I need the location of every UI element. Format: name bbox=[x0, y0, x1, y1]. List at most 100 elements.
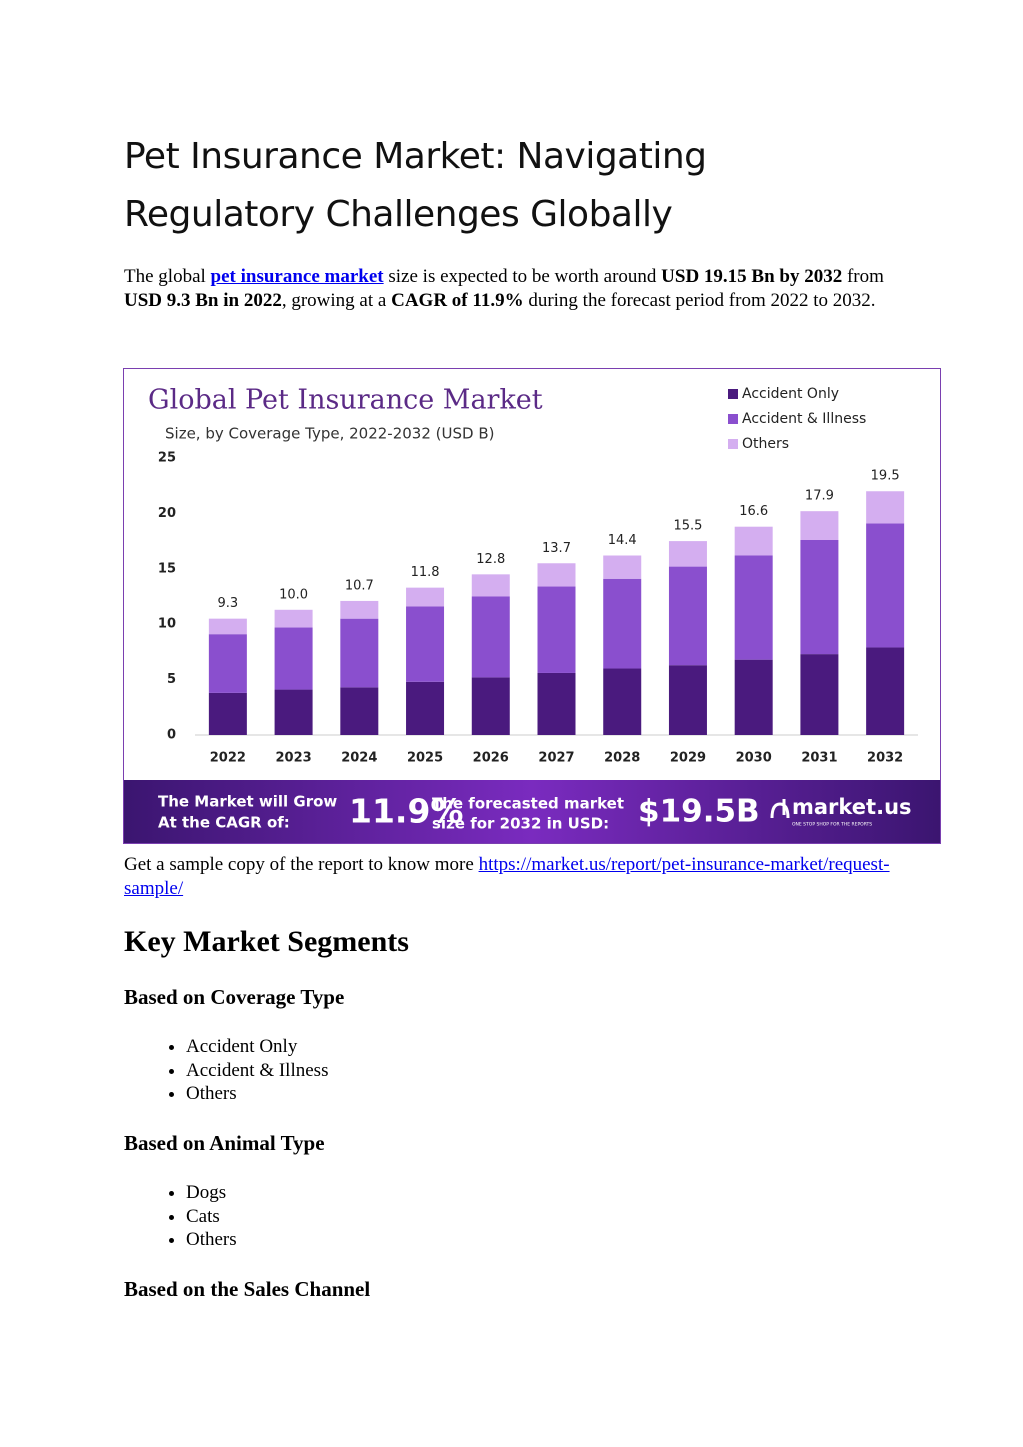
x-tick-label: 2023 bbox=[275, 751, 311, 766]
bar-segment bbox=[866, 491, 905, 524]
total-label: 10.7 bbox=[345, 578, 374, 593]
legend-swatch bbox=[728, 439, 738, 449]
logo-tagline: ONE STOP SHOP FOR THE REPORTS bbox=[792, 822, 872, 828]
bar-segment bbox=[866, 647, 905, 735]
y-tick-label: 20 bbox=[158, 506, 176, 521]
link[interactable]: pet insurance market bbox=[210, 266, 384, 287]
bar-segment bbox=[800, 539, 839, 655]
bar-segment bbox=[668, 566, 707, 666]
x-tick-label: 2029 bbox=[670, 751, 706, 766]
total-label: 14.4 bbox=[608, 533, 637, 548]
bar-segment bbox=[471, 677, 510, 735]
bar-segment bbox=[537, 586, 576, 673]
chart-subtitle: Size, by Coverage Type, 2022-2032 (USD B… bbox=[165, 425, 494, 443]
legend-label: Accident & Illness bbox=[742, 411, 866, 427]
y-tick-label: 5 bbox=[167, 672, 176, 687]
bar-segment bbox=[208, 634, 247, 693]
total-label: 10.0 bbox=[279, 587, 308, 602]
list: DogsCatsOthers bbox=[124, 1181, 237, 1252]
total-label: 9.3 bbox=[218, 596, 239, 611]
banner-text: size for 2032 in USD: bbox=[432, 815, 609, 833]
bar-segment bbox=[537, 563, 576, 587]
bar-segment bbox=[734, 526, 773, 556]
title-line: Pet Insurance Market: Navigating bbox=[124, 136, 707, 177]
bar-segment bbox=[866, 523, 905, 648]
y-tick-label: 10 bbox=[158, 617, 176, 632]
bar-segment bbox=[471, 574, 510, 597]
y-tick-label: 15 bbox=[158, 561, 176, 576]
legend-label: Others bbox=[742, 436, 789, 452]
bar-segment bbox=[406, 587, 445, 607]
x-tick-label: 2032 bbox=[867, 751, 903, 766]
legend-swatch bbox=[728, 389, 738, 399]
x-tick-label: 2026 bbox=[473, 751, 509, 766]
bar-segment bbox=[603, 578, 642, 669]
bar-segment bbox=[340, 687, 379, 735]
text: The global bbox=[124, 266, 211, 287]
bar-segment bbox=[800, 511, 839, 540]
text: from bbox=[842, 266, 884, 287]
bold: CAGR of 11.9% bbox=[391, 290, 524, 311]
total-label: 15.5 bbox=[673, 519, 702, 534]
list-item: Dogs bbox=[186, 1181, 237, 1205]
bar-segment bbox=[274, 689, 313, 735]
heading: Key Market Segments bbox=[124, 925, 409, 958]
banner-text: The forecasted market bbox=[432, 795, 624, 813]
logo-icon bbox=[770, 799, 790, 819]
x-tick-label: 2031 bbox=[801, 751, 837, 766]
text: , growing at a bbox=[281, 290, 392, 311]
x-tick-label: 2024 bbox=[341, 751, 377, 766]
text: size is expected to be worth around bbox=[383, 266, 662, 287]
legend-swatch bbox=[728, 414, 738, 424]
section-title: Based on Animal Type bbox=[124, 1131, 325, 1155]
text: Get a sample copy of the report to know … bbox=[124, 854, 479, 875]
banner-value: 11.9% bbox=[349, 792, 464, 831]
sample: Get a sample copy of the report to know … bbox=[124, 853, 894, 901]
page-title: Pet Insurance Market: Navigating Regulat… bbox=[124, 128, 707, 244]
bar-segment bbox=[340, 600, 379, 619]
total-label: 17.9 bbox=[805, 489, 834, 504]
bar-segment bbox=[274, 609, 313, 628]
section-title: Based on Coverage Type bbox=[124, 985, 345, 1009]
x-tick-label: 2025 bbox=[407, 751, 443, 766]
bar-segment bbox=[274, 627, 313, 690]
title-line: Regulatory Challenges Globally bbox=[124, 194, 673, 235]
x-tick-label: 2028 bbox=[604, 751, 640, 766]
section-title: Based on the Sales Channel bbox=[124, 1277, 371, 1301]
bar-segment bbox=[734, 555, 773, 660]
bar-segment bbox=[537, 672, 576, 735]
total-label: 11.8 bbox=[411, 565, 440, 580]
logo: market.us bbox=[792, 795, 912, 819]
text: during the forecast period from 2022 to … bbox=[523, 290, 876, 311]
bar-segment bbox=[734, 659, 773, 735]
chart: Global Pet Insurance Market Size, by Cov… bbox=[123, 368, 941, 844]
bar-segment bbox=[406, 606, 445, 682]
chart-title: Global Pet Insurance Market bbox=[148, 385, 543, 416]
y-tick-label: 25 bbox=[158, 451, 176, 466]
bar-segment bbox=[668, 541, 707, 567]
bar-segment bbox=[603, 555, 642, 579]
bold: USD 9.3 Bn in 2022 bbox=[124, 290, 282, 311]
legend-label: Accident Only bbox=[742, 386, 839, 402]
banner bbox=[124, 780, 940, 843]
total-label: 13.7 bbox=[542, 541, 571, 556]
bar-segment bbox=[208, 692, 247, 735]
total-label: 12.8 bbox=[476, 552, 505, 567]
bar-segment bbox=[800, 654, 839, 735]
bar-segment bbox=[340, 618, 379, 688]
bar-segment bbox=[208, 618, 247, 635]
link[interactable]: https://market.us/report/pet-insurance-m… bbox=[124, 854, 890, 899]
list-item: Cats bbox=[186, 1205, 237, 1229]
banner-value: $19.5B bbox=[638, 794, 760, 830]
total-label: 16.6 bbox=[739, 504, 768, 519]
intro: The global pet insurance market size is … bbox=[124, 265, 894, 313]
banner-text: The Market will Grow bbox=[158, 793, 337, 811]
x-tick-label: 2022 bbox=[210, 751, 246, 766]
x-tick-label: 2030 bbox=[736, 751, 772, 766]
bar-segment bbox=[668, 665, 707, 735]
bar-segment bbox=[406, 681, 445, 735]
banner-text: At the CAGR of: bbox=[158, 814, 290, 832]
total-label: 19.5 bbox=[871, 469, 900, 484]
